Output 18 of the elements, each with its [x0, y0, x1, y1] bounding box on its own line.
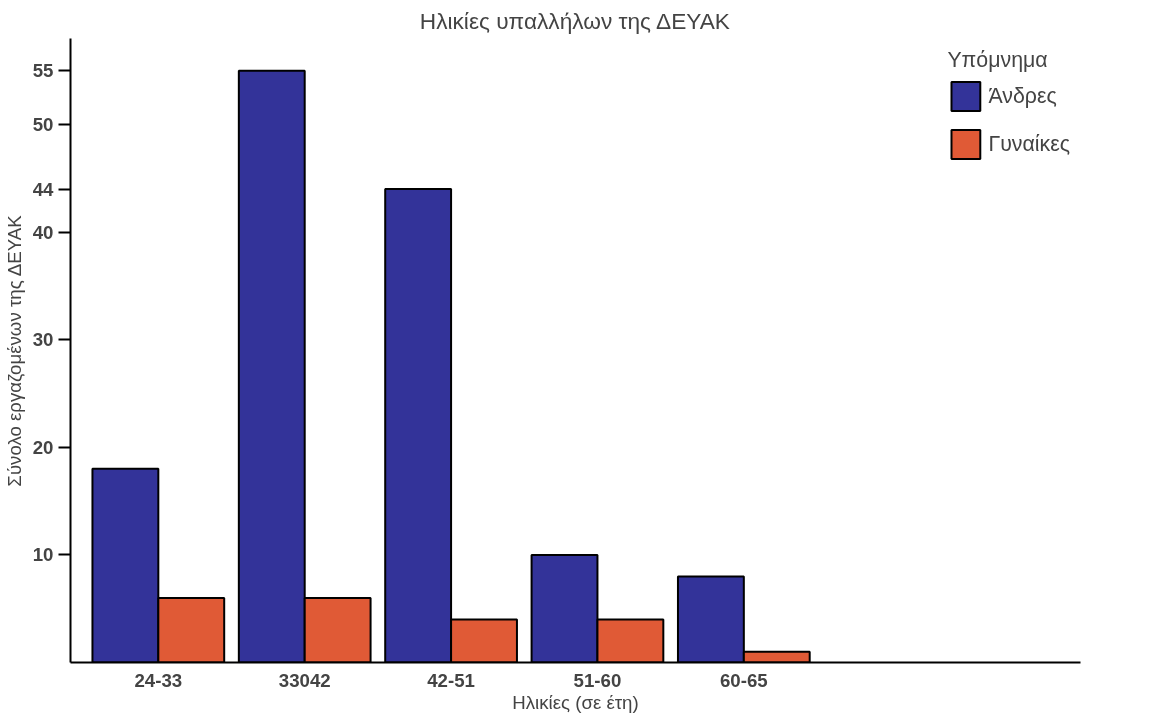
- y-tick-label: 50: [32, 114, 54, 136]
- y-tick-label: 55: [32, 60, 54, 82]
- x-axis-title: Ηλικίες (σε έτη): [512, 691, 639, 713]
- legend-label: Άνδρες: [988, 83, 1057, 109]
- x-tick-label: 33042: [278, 669, 331, 691]
- legend-title: Υπόμνημα: [947, 48, 1049, 73]
- x-tick-label: 42-51: [427, 669, 475, 691]
- x-tick-label: 51-60: [573, 669, 622, 691]
- chart-title: Ηλικίες υπαλλήλων της ΔΕΥΑΚ: [419, 7, 730, 34]
- y-axis-title: Σύνολο εργαζομένων της ΔΕΥΑΚ: [3, 214, 25, 487]
- y-tick-label: 10: [32, 544, 54, 566]
- y-tick-label: 40: [32, 221, 54, 243]
- legend-label: Γυναίκες: [988, 131, 1070, 157]
- y-tick-label: 20: [32, 436, 54, 458]
- x-tick-label: 60-65: [719, 669, 768, 691]
- y-tick-label: 30: [32, 329, 54, 351]
- x-tick-label: 24-33: [134, 669, 183, 691]
- y-tick-label: 44: [32, 178, 55, 200]
